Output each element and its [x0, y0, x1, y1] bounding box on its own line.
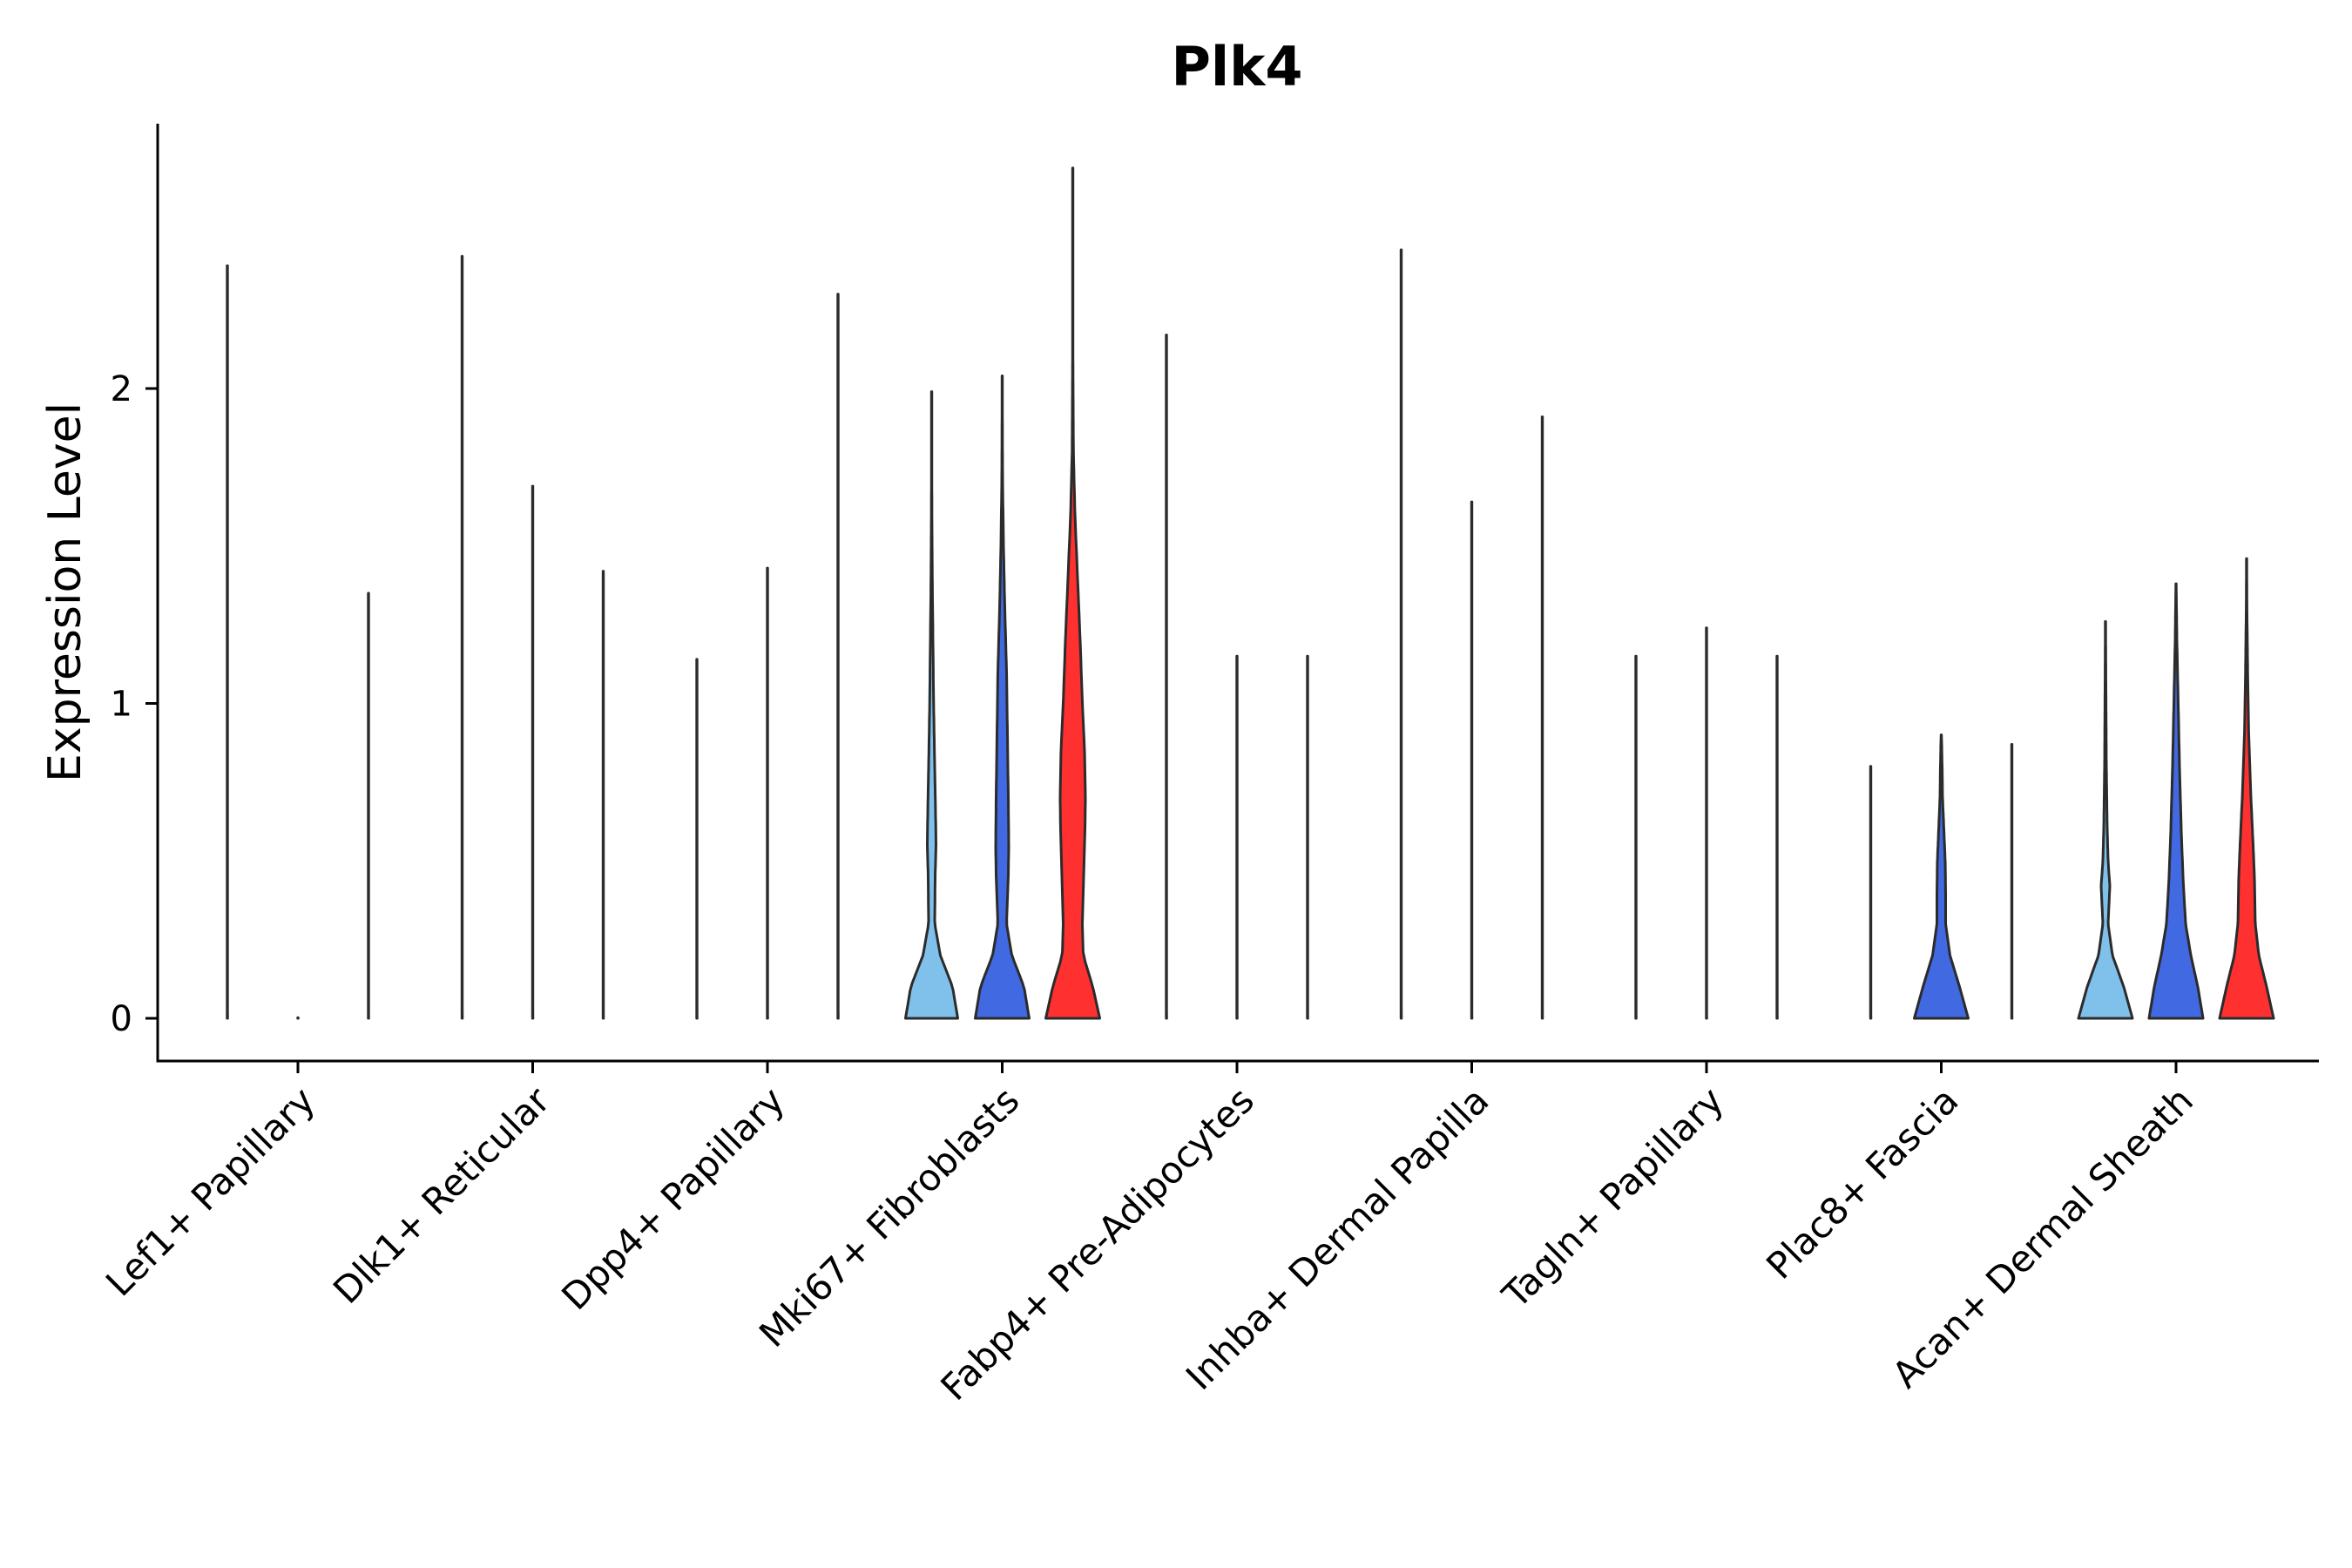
x-tick-label: Mki67+ Fibroblasts	[751, 1078, 1027, 1355]
x-tick-label: Dpp4+ Papillary	[553, 1078, 793, 1318]
violin-group	[460, 254, 605, 1020]
violin-2	[1913, 733, 1970, 1020]
violin-1	[2077, 620, 2134, 1020]
violin-group	[2077, 557, 2275, 1020]
violin-2	[974, 375, 1031, 1020]
violin-2	[296, 1016, 300, 1020]
violin-group	[1869, 733, 2014, 1020]
violin-1	[1399, 248, 1403, 1020]
violin-1	[904, 390, 959, 1020]
violin-3	[1775, 654, 1779, 1020]
y-tick-label: 2	[111, 369, 132, 409]
violin-3	[2010, 743, 2014, 1020]
y-axis-ticks: 0 1 2	[111, 369, 158, 1039]
chart-title: Plk4	[1171, 35, 1302, 98]
violin-2	[1470, 500, 1474, 1020]
violin-group	[695, 293, 840, 1020]
violin-3	[1540, 416, 1544, 1020]
x-tick-label: Lef1+ Papillary	[98, 1078, 323, 1304]
violin-1	[1165, 334, 1168, 1020]
y-tick-label: 0	[111, 999, 132, 1039]
violin-1	[460, 254, 464, 1020]
y-tick-label: 1	[111, 685, 132, 725]
violin-group	[1634, 626, 1779, 1020]
violin-group	[1399, 248, 1544, 1020]
x-tick-label: Tagln+ Papillary	[1494, 1078, 1732, 1316]
violin-1	[1869, 765, 1873, 1020]
y-axis-label: Expression Level	[39, 402, 91, 782]
violin-2	[766, 566, 769, 1020]
violin-3	[1044, 166, 1101, 1020]
violin-1	[695, 658, 699, 1020]
violin-group	[226, 264, 370, 1020]
violin-group	[904, 166, 1101, 1020]
plot-area	[226, 166, 2275, 1020]
x-tick-label: Plac8+ Fascia	[1758, 1078, 1966, 1287]
violin-3	[836, 293, 840, 1020]
violin-2	[1235, 654, 1239, 1020]
violin-1	[1634, 654, 1638, 1020]
violin-3	[2218, 557, 2275, 1020]
violin-2	[2147, 582, 2205, 1020]
violin-1	[226, 264, 229, 1020]
violin-group	[1165, 334, 1309, 1020]
x-tick-label: Dlk1+ Reticular	[325, 1078, 558, 1312]
violin-2	[531, 484, 535, 1020]
violin-3	[601, 570, 605, 1020]
violin-3	[367, 591, 370, 1020]
